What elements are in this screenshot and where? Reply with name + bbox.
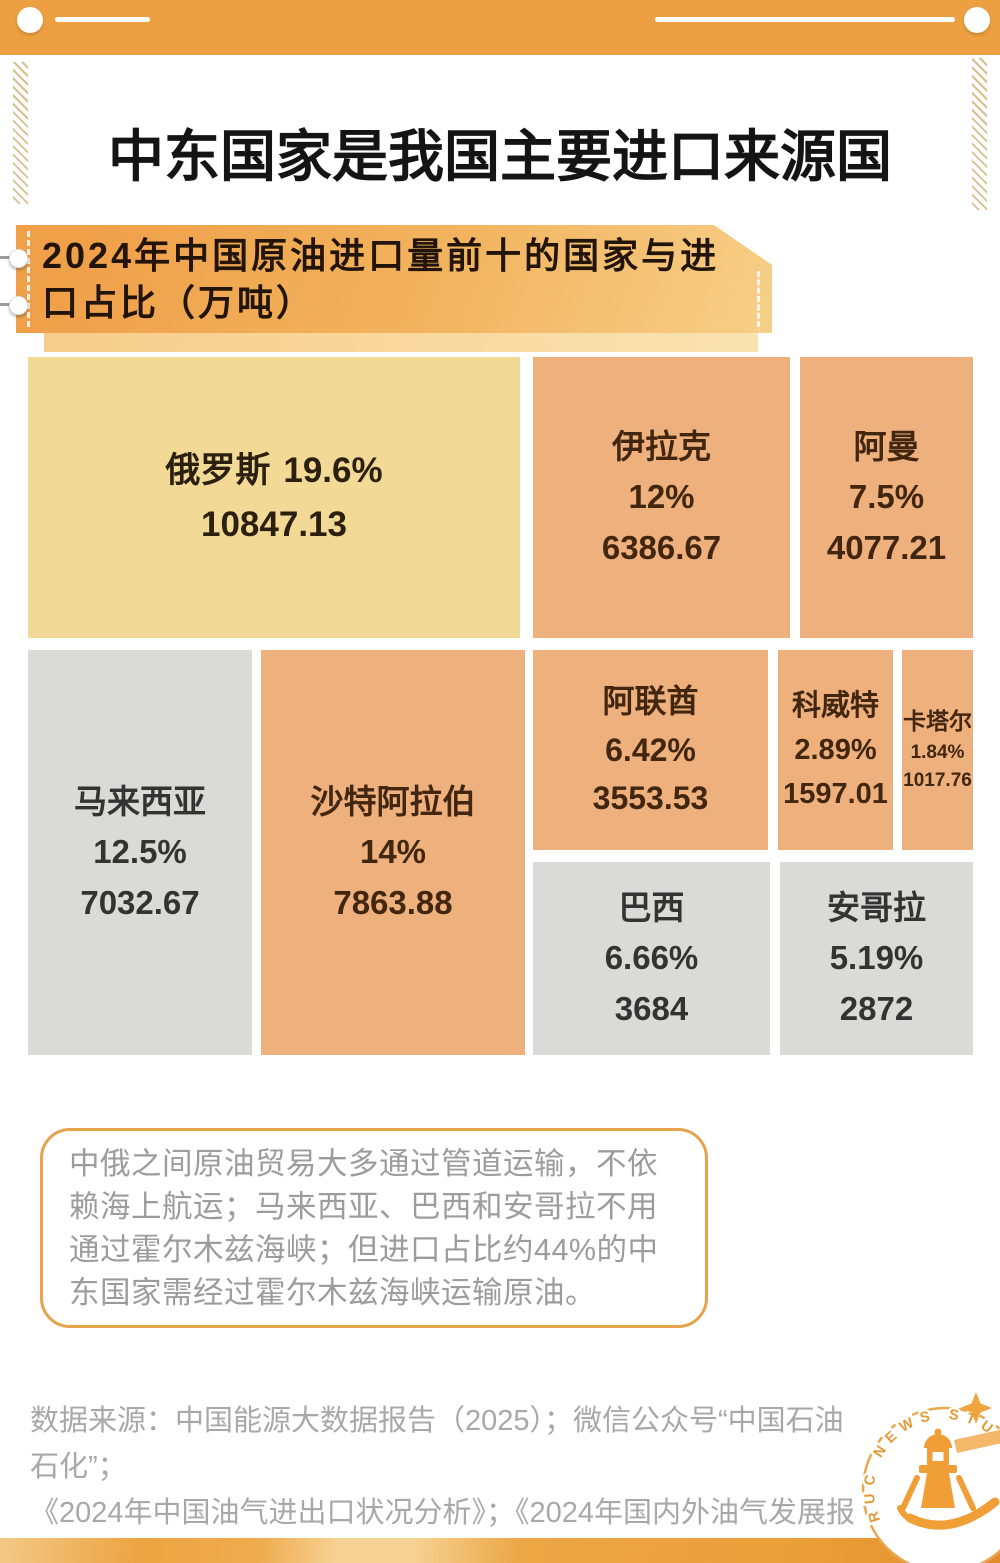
treemap-tile-kuwait: 科威特 2.89% 1597.01 — [778, 650, 893, 850]
banner-line-left — [55, 17, 150, 22]
tile-share: 2.89% — [794, 733, 877, 766]
tile-share: 19.6% — [283, 451, 383, 491]
tile-country-name: 俄罗斯 — [165, 451, 271, 491]
tile-share: 14% — [359, 833, 427, 871]
hatch-decoration-right — [972, 58, 987, 210]
tile-volume: 6386.67 — [601, 528, 722, 566]
page-title: 中东国家是我国主要进口来源国 — [108, 125, 892, 188]
treemap-tile-malaysia: 马来西亚 12.5% 7032.67 — [28, 650, 252, 1055]
ruc-news-studio-logo: RUC NEWS STUDIO — [859, 1392, 1000, 1563]
notebook-ring-left-icon — [17, 7, 43, 33]
notebook-ring-right-icon — [964, 7, 990, 33]
tile-share: 5.19% — [829, 939, 924, 977]
pin-dot-top-icon — [9, 249, 28, 268]
footer-line-1: 数据来源：中国能源大数据报告（2025）；微信公众号“中国石油石化”； — [30, 1405, 844, 1483]
tile-country-name: 卡塔尔 — [903, 707, 972, 734]
treemap-tile-qatar: 卡塔尔 1.84% 1017.76 — [902, 650, 973, 850]
sparkle-icon — [960, 1392, 992, 1424]
tile-volume: 7032.67 — [80, 883, 200, 921]
tile-share: 12.5% — [93, 833, 187, 871]
ribbon-fold — [44, 333, 758, 352]
treemap-tile-iraq: 伊拉克 12% 6386.67 — [533, 357, 790, 638]
tile-country-name: 沙特阿拉伯 — [310, 783, 476, 821]
note-box: 中俄之间原油贸易大多通过管道运输，不依赖海上航运；马来西亚、巴西和安哥拉不用通过… — [40, 1128, 708, 1328]
tile-country-name: 马来西亚 — [74, 783, 206, 821]
treemap-tile-saudi-arabia: 沙特阿拉伯 14% 7863.88 — [261, 650, 525, 1055]
tile-volume: 4077.21 — [826, 528, 947, 566]
top-banner-stripes — [0, 0, 1000, 55]
tile-name-share: 俄罗斯 19.6% — [165, 444, 382, 497]
treemap-tile-uae: 阿联酋 6.42% 3553.53 — [533, 650, 768, 850]
tile-share: 1.84% — [910, 741, 965, 763]
tile-country-name: 阿曼 — [853, 428, 920, 466]
hatch-decoration-left — [13, 62, 28, 204]
subtitle-line-1: 2024年中国原油进口量前十的国家与进 — [42, 235, 720, 276]
tile-volume: 2872 — [839, 989, 914, 1027]
chart-subtitle-ribbon: 2024年中国原油进口量前十的国家与进 口占比（万吨） — [16, 225, 772, 333]
tile-volume: 3684 — [614, 989, 689, 1027]
tile-country-name: 科威特 — [791, 689, 879, 722]
treemap-tile-russia: 俄罗斯 19.6% 10847.13 — [28, 357, 520, 638]
tile-volume: 3553.53 — [592, 780, 709, 817]
tile-volume: 10847.13 — [201, 504, 347, 544]
treemap-tile-oman: 阿曼 7.5% 4077.21 — [800, 357, 973, 638]
tile-country-name: 阿联酋 — [602, 683, 699, 720]
treemap-tile-angola: 安哥拉 5.19% 2872 — [780, 862, 973, 1055]
tile-share: 12% — [628, 478, 695, 516]
tile-country-name: 安哥拉 — [827, 889, 926, 927]
tile-share: 6.42% — [605, 731, 696, 768]
lighthouse-icon — [897, 1392, 1000, 1530]
treemap-tile-brazil: 巴西 6.66% 3684 — [533, 862, 770, 1055]
tile-volume: 1597.01 — [783, 778, 888, 811]
tile-volume: 7863.88 — [333, 883, 453, 921]
banner-line-right — [655, 17, 955, 22]
tile-share: 7.5% — [848, 478, 925, 516]
tile-share: 6.66% — [604, 939, 699, 977]
tile-volume: 1017.76 — [903, 770, 972, 792]
tile-country-name: 伊拉克 — [612, 428, 711, 466]
subtitle-line-2: 口占比（万吨） — [42, 282, 316, 323]
bottom-banner-stripes — [0, 1538, 1000, 1563]
tile-country-name: 巴西 — [618, 889, 685, 927]
pin-dot-bottom-icon — [9, 296, 28, 315]
